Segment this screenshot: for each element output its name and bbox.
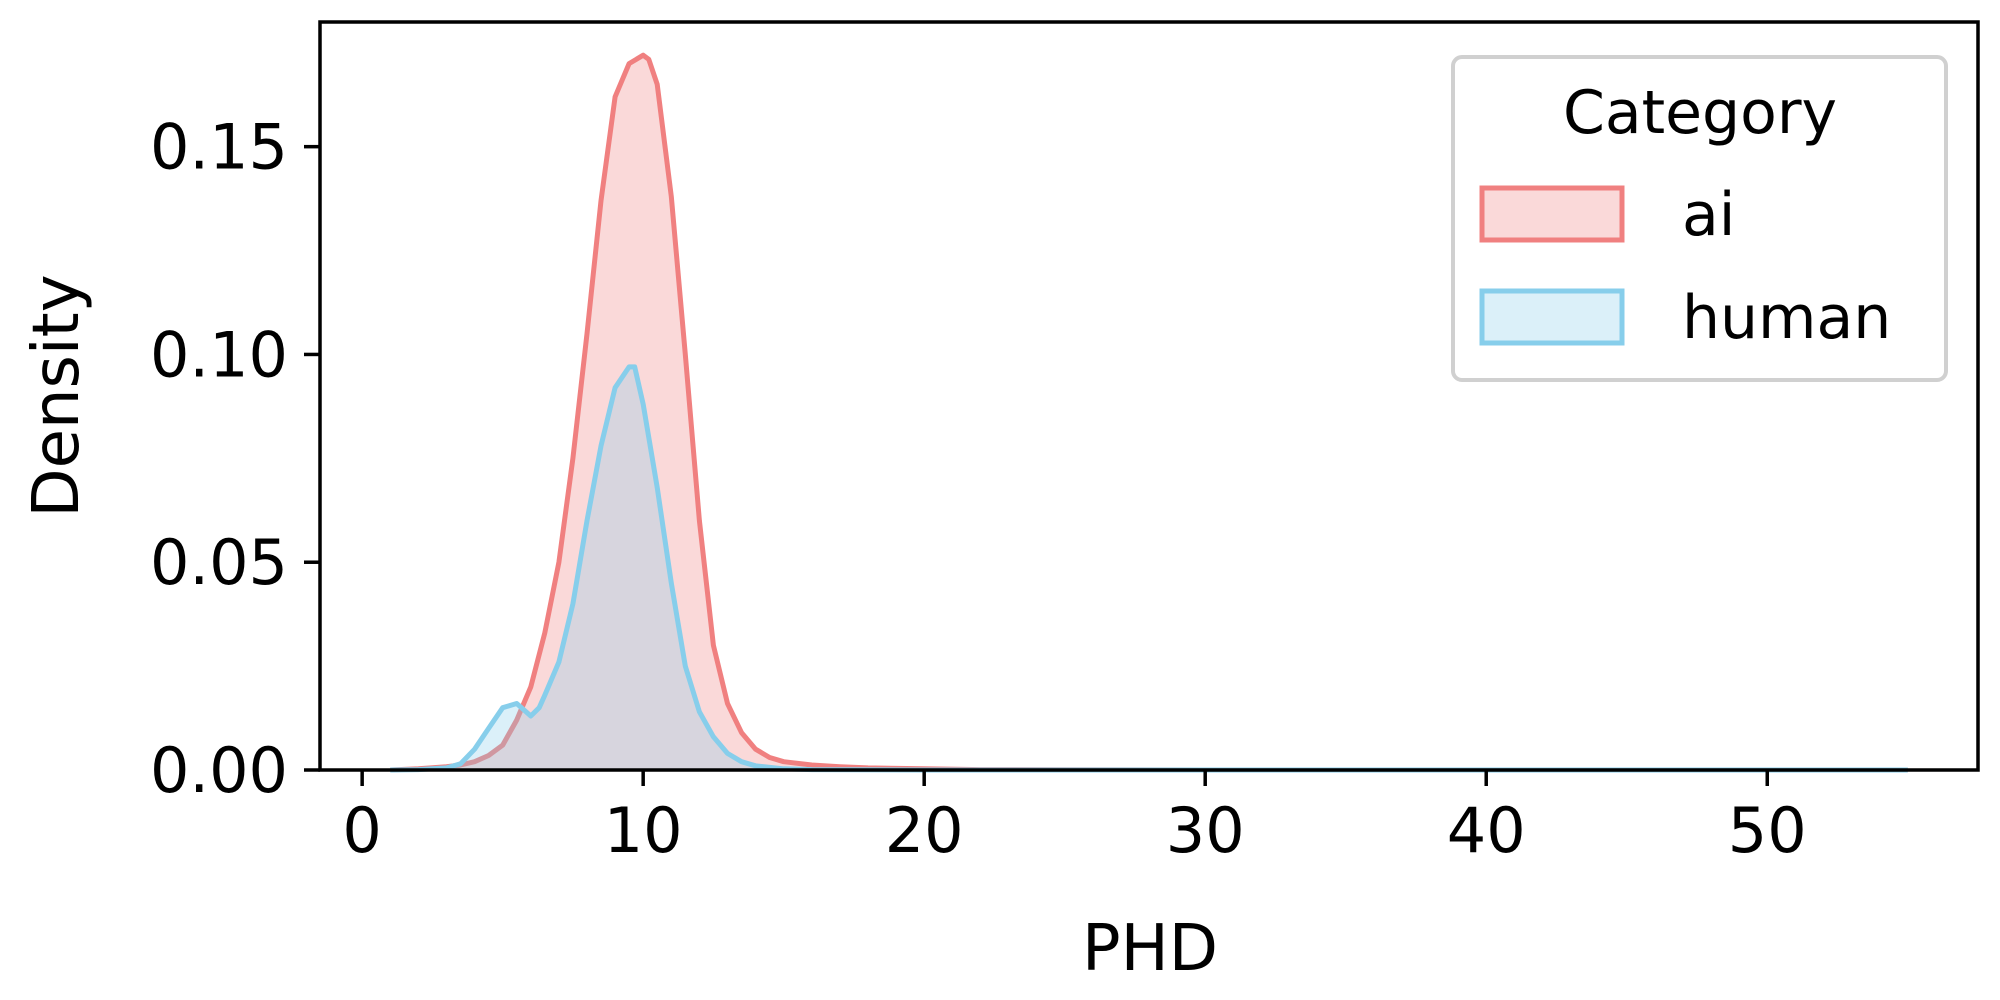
axes-frame bbox=[318, 20, 1980, 772]
legend-label-human: human bbox=[1682, 283, 1891, 353]
legend-swatch-human bbox=[1479, 288, 1625, 346]
series-line-human bbox=[390, 364, 1908, 773]
legend: Category ai human bbox=[1451, 55, 1948, 382]
x-tick-label: 40 bbox=[1447, 794, 1526, 867]
y-tick-label: 0.15 bbox=[150, 111, 288, 184]
legend-frame bbox=[1451, 55, 1948, 382]
series-area-human bbox=[390, 366, 1908, 770]
series-layer bbox=[390, 52, 1908, 773]
x-tick-label: 30 bbox=[1166, 794, 1245, 867]
y-tick-label: 0.10 bbox=[150, 318, 288, 391]
y-tick-label: 0.00 bbox=[150, 734, 288, 807]
x-axis-label: PHD bbox=[1082, 912, 1218, 986]
x-axis: 0 10 20 30 40 50 bbox=[342, 770, 1807, 867]
x-tick-label: 0 bbox=[342, 794, 381, 867]
y-axis-label: Density bbox=[20, 274, 94, 517]
legend-label-ai: ai bbox=[1682, 180, 1735, 250]
y-axis: 0.00 0.05 0.10 0.15 bbox=[150, 111, 320, 807]
x-tick-label: 10 bbox=[604, 794, 683, 867]
legend-title: Category bbox=[1563, 78, 1837, 148]
x-tick-label: 50 bbox=[1728, 794, 1807, 867]
legend-swatch-ai bbox=[1479, 185, 1625, 243]
y-tick-label: 0.05 bbox=[150, 526, 288, 599]
legend-entries: ai human bbox=[1479, 180, 1891, 353]
plot-area bbox=[318, 20, 1980, 773]
x-tick-label: 20 bbox=[885, 794, 964, 867]
